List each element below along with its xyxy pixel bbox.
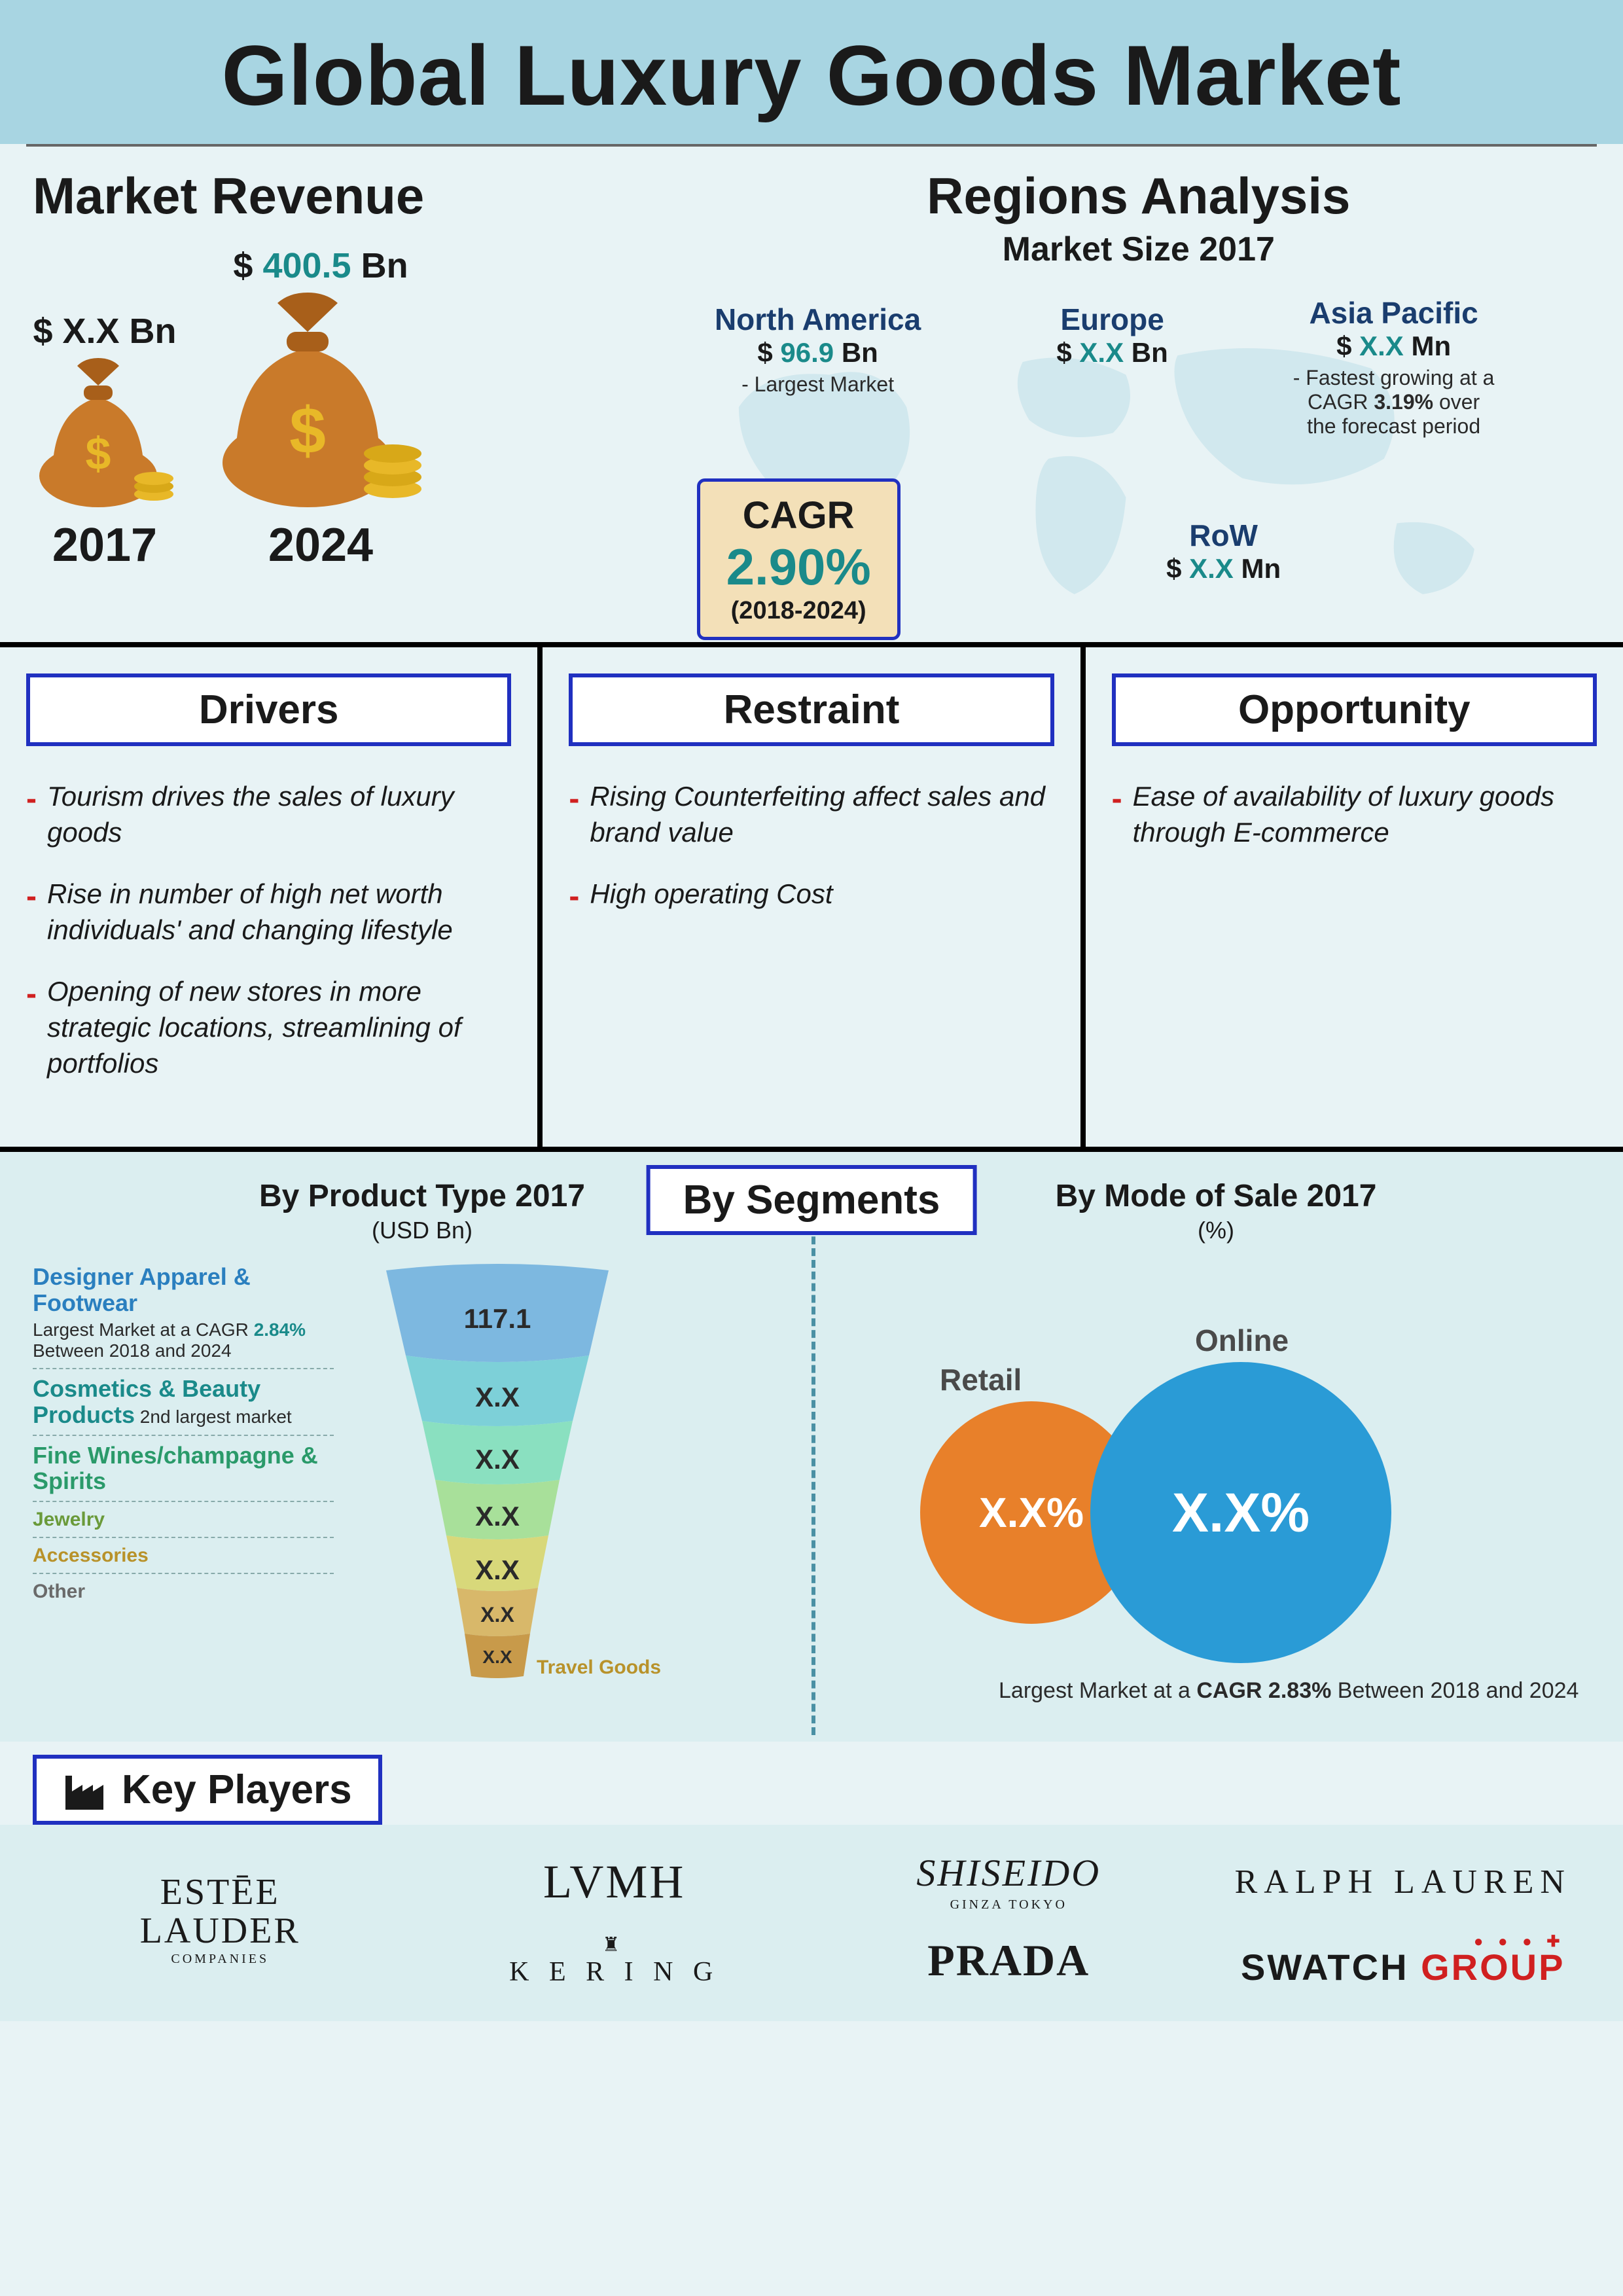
region-ap: Asia Pacific $ X.X Mn - Fastest growing … [1263, 295, 1525, 439]
funnel-area: Designer Apparel & Footwear Largest Mark… [33, 1264, 812, 1735]
segments-header: By Segments [647, 1165, 977, 1235]
money-bag-icon: $ [33, 351, 177, 509]
money-bag-icon: $ [216, 286, 425, 509]
player-prada: PRADA [927, 1935, 1090, 1986]
cagr-label: CAGR [726, 493, 871, 537]
bags-row: $ X.X Bn $ 2017 $ 400.5 Bn [33, 245, 687, 572]
funnel-value: X.X [432, 1501, 563, 1532]
factory-icon [63, 1770, 109, 1810]
top-section: Market Revenue $ X.X Bn $ 2017 $ 4 [0, 147, 1623, 642]
product-type-block: By Product Type 2017 (USD Bn) Designer A… [33, 1178, 812, 1735]
funnel-value: X.X [432, 1554, 563, 1586]
player-shiseido: SHISEIDOGINZA TOKYO [916, 1851, 1101, 1912]
cagr-value: 2.90% [726, 537, 871, 597]
product-label: Other [33, 1581, 334, 1602]
regions-analysis: Regions Analysis Market Size 2017 North … [687, 166, 1590, 629]
title-bar: Global Luxury Goods Market [0, 0, 1623, 144]
player-lvmh: LVMH [543, 1855, 685, 1909]
regions-sub: Market Size 2017 [687, 230, 1590, 269]
svg-text:$: $ [289, 394, 326, 467]
online-label: Online [1195, 1323, 1289, 1358]
player-ralph: RALPH LAUREN [1235, 1863, 1571, 1901]
cagr-period: (2018-2024) [726, 597, 871, 625]
bag-2017-year: 2017 [33, 518, 177, 572]
funnel-value: 117.1 [432, 1303, 563, 1335]
product-label: Jewelry [33, 1509, 334, 1530]
driver-item: -Rise in number of high net worth indivi… [26, 876, 511, 948]
restraint-col: Restraint -Rising Counterfeiting affect … [537, 647, 1080, 1147]
retail-label: Retail [940, 1362, 1022, 1397]
product-label: Accessories [33, 1545, 334, 1566]
product-label: Cosmetics & Beauty Products 2nd largest … [33, 1376, 334, 1427]
mode-note: Largest Market at a CAGR 2.83% Between 2… [842, 1676, 1590, 1706]
regions-heading: Regions Analysis [687, 166, 1590, 226]
segments-row: By Product Type 2017 (USD Bn) Designer A… [33, 1172, 1590, 1735]
funnel-value: X.X [432, 1444, 563, 1475]
bag-2017-value: $ X.X Bn [33, 311, 177, 351]
product-label: Designer Apparel & Footwear [33, 1264, 334, 1316]
drivers-restraint-opportunity: Drivers -Tourism drives the sales of lux… [0, 642, 1623, 1152]
driver-item: -Tourism drives the sales of luxury good… [26, 779, 511, 850]
venn-area: Retail Online X.X% X.X% [842, 1323, 1590, 1663]
player-swatch: ● ● ● ✚ SWATCH GROUP [1241, 1932, 1565, 1988]
drivers-col: Drivers -Tourism drives the sales of lux… [0, 647, 537, 1147]
region-na: North America $ 96.9 Bn - Largest Market [700, 302, 936, 397]
mode-of-sale-block: By Mode of Sale 2017 (%) Retail Online X… [812, 1178, 1590, 1735]
opportunity-item: -Ease of availability of luxury goods th… [1112, 779, 1597, 850]
travel-goods-label: Travel Goods [537, 1657, 661, 1679]
region-row: RoW $ X.X Mn [1145, 518, 1302, 584]
region-eu: Europe $ X.X Bn [1027, 302, 1198, 368]
bag-2017: $ X.X Bn $ 2017 [33, 311, 177, 572]
revenue-heading: Market Revenue [33, 166, 687, 226]
key-players-header: Key Players [33, 1755, 382, 1825]
driver-item: -Opening of new stores in more strategic… [26, 974, 511, 1081]
players-grid: ESTĒELAUDERCOMPANIES LVMH SHISEIDOGINZA … [0, 1825, 1623, 2021]
segments-section: By Segments By Product Type 2017 (USD Bn… [0, 1152, 1623, 1742]
bag-2024-year: 2024 [216, 518, 425, 572]
restraint-item: -Rising Counterfeiting affect sales and … [569, 779, 1054, 850]
cagr-box: CAGR 2.90% (2018-2024) [697, 478, 901, 640]
funnel-value: X.X [432, 1382, 563, 1413]
drivers-header: Drivers [26, 673, 511, 746]
bag-2024-value: $ 400.5 Bn [216, 245, 425, 286]
opportunity-col: Opportunity -Ease of availability of lux… [1080, 647, 1623, 1147]
player-estee: ESTĒELAUDERCOMPANIES [140, 1873, 300, 1967]
regions-map: North America $ 96.9 Bn - Largest Market… [687, 276, 1590, 629]
product-labels: Designer Apparel & Footwear Largest Mark… [33, 1264, 334, 1606]
svg-text:$: $ [86, 428, 111, 479]
opportunity-header: Opportunity [1112, 673, 1597, 746]
player-kering: ♜K E R I N G [509, 1933, 719, 1988]
restraint-header: Restraint [569, 673, 1054, 746]
restraint-item: -High operating Cost [569, 876, 1054, 917]
online-circle: X.X% [1090, 1362, 1391, 1663]
product-label: Fine Wines/champagne & Spirits [33, 1443, 334, 1494]
funnel-value: X.X [432, 1603, 563, 1627]
product-sub: Largest Market at a CAGR 2.84% Between 2… [33, 1319, 334, 1361]
page-title: Global Luxury Goods Market [0, 26, 1623, 124]
market-revenue: Market Revenue $ X.X Bn $ 2017 $ 4 [33, 166, 687, 629]
bag-2024: $ 400.5 Bn $ 2024 [216, 245, 425, 572]
